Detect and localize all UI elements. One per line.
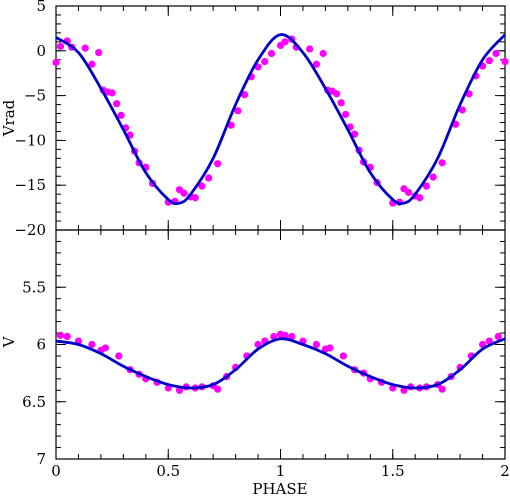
x-tick-label: 2 bbox=[500, 462, 510, 480]
data-point-top bbox=[337, 99, 345, 107]
data-point-bottom bbox=[326, 344, 334, 352]
data-point-top bbox=[88, 60, 96, 68]
y-tick-label-top: −5 bbox=[24, 87, 46, 105]
data-point-top bbox=[240, 91, 249, 99]
data-point-top bbox=[492, 49, 500, 58]
data-point-bottom bbox=[56, 331, 65, 339]
data-point-top bbox=[95, 48, 103, 57]
y-tick-label-top: −10 bbox=[14, 131, 46, 149]
data-point-top bbox=[312, 60, 321, 68]
data-point-bottom bbox=[88, 340, 96, 349]
y-axis-label-top: Vrad bbox=[0, 99, 18, 137]
data-point-top bbox=[261, 57, 269, 66]
data-point-top bbox=[113, 100, 121, 108]
data-point-bottom bbox=[270, 332, 278, 341]
data-point-bottom bbox=[101, 344, 109, 352]
data-point-top bbox=[333, 90, 341, 98]
data-point-top bbox=[214, 160, 222, 168]
data-point-top bbox=[319, 49, 327, 58]
data-point-top bbox=[267, 49, 276, 58]
data-point-top bbox=[485, 57, 493, 65]
data-point-top bbox=[458, 106, 466, 114]
x-tick-label: 0.5 bbox=[156, 462, 180, 480]
data-point-bottom bbox=[494, 332, 502, 341]
data-point-bottom bbox=[485, 337, 493, 345]
data-point-top bbox=[501, 57, 509, 66]
data-point-top bbox=[416, 194, 424, 202]
data-point-top bbox=[281, 38, 289, 46]
data-point-top bbox=[306, 45, 314, 53]
x-axis-label: PHASE bbox=[252, 480, 307, 498]
y-tick-label-bottom: 5.5 bbox=[22, 278, 46, 296]
y-tick-label-bottom: 6 bbox=[36, 336, 46, 354]
top-panel: 5 0 −5 −10 −15 −20 bbox=[14, 0, 509, 239]
x-tick-label: 0 bbox=[51, 462, 61, 480]
data-point-bottom bbox=[312, 340, 321, 349]
data-point-top bbox=[350, 130, 359, 138]
data-point-top bbox=[234, 107, 242, 115]
model-curve-bottom bbox=[55, 337, 506, 390]
y-tick-label-bottom: 6.5 bbox=[22, 393, 46, 411]
data-point-top bbox=[422, 182, 431, 190]
y-tick-label-top: 5 bbox=[36, 0, 46, 15]
data-point-top bbox=[81, 44, 89, 52]
data-point-top bbox=[52, 58, 60, 67]
data-point-top bbox=[56, 42, 65, 50]
x-tick-label: 1 bbox=[276, 462, 286, 480]
data-point-top bbox=[180, 189, 188, 197]
plot-frame-bottom bbox=[55, 229, 506, 460]
y-axis-label-bottom: V bbox=[0, 335, 18, 348]
data-point-bottom bbox=[438, 385, 446, 393]
x-tick-label: 1.5 bbox=[381, 462, 405, 480]
data-point-bottom bbox=[115, 352, 123, 360]
y-tick-label-bottom: 7 bbox=[36, 450, 46, 468]
data-point-top bbox=[198, 182, 206, 190]
data-point-top bbox=[227, 121, 235, 129]
y-tick-label-top: 0 bbox=[36, 42, 46, 60]
model-curve-top bbox=[55, 33, 507, 206]
data-point-top bbox=[191, 194, 199, 202]
data-point-bottom bbox=[214, 385, 222, 393]
data-point-top bbox=[342, 110, 350, 119]
data-point-top bbox=[404, 188, 413, 196]
data-point-top bbox=[205, 174, 213, 182]
data-point-top bbox=[108, 89, 116, 97]
data-point-top bbox=[429, 173, 437, 181]
data-point-bottom bbox=[288, 332, 296, 341]
y-tick-label-top: −20 bbox=[14, 221, 46, 239]
data-point-top bbox=[438, 159, 446, 167]
bottom-panel: 5.5 6 6.5 70 0.5 1 1.5 2 bbox=[22, 229, 510, 480]
data-point-bottom bbox=[63, 332, 71, 341]
y-tick-label-top: −15 bbox=[14, 176, 46, 194]
data-point-bottom bbox=[478, 340, 487, 349]
data-point-top bbox=[117, 111, 125, 119]
data-point-bottom bbox=[339, 352, 347, 360]
data-point-bottom bbox=[281, 331, 289, 339]
